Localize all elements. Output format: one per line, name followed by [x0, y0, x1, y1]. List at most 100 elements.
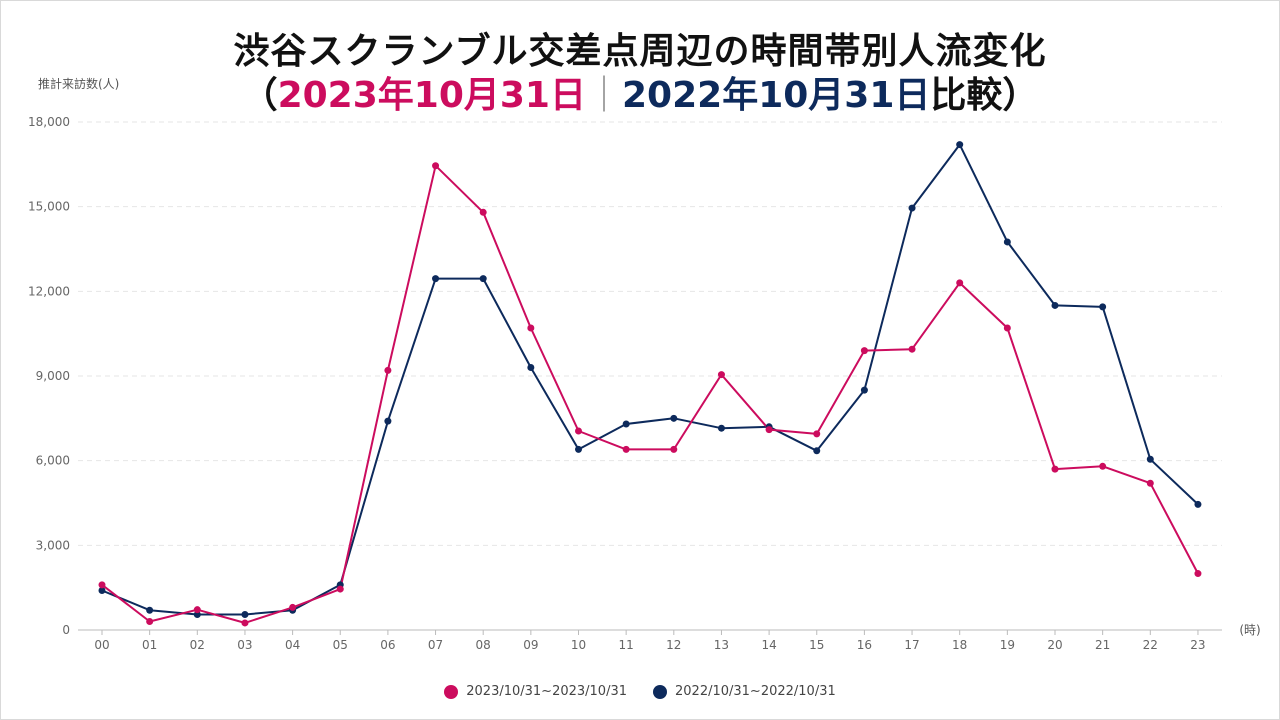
y-tick-labels: 0 3,000 6,000 9,000 12,000 15,000 18,000 — [28, 115, 70, 637]
x-tick-labels: 00 01 02 03 04 05 06 07 08 09 10 11 12 13 14 15 16 17 18 19… — [94, 638, 1205, 652]
x-tick-label: 04 — [285, 638, 300, 652]
subtitle-close-paren: ） — [1002, 75, 1039, 116]
data-point-2023 — [575, 427, 582, 435]
data-point-2022 — [1194, 500, 1202, 508]
subtitle-separator: ｜ — [585, 75, 622, 116]
data-point-2023 — [1003, 324, 1011, 332]
data-point-2022 — [813, 447, 821, 455]
x-tick-label: 12 — [666, 638, 681, 652]
data-point-2022 — [146, 606, 154, 614]
x-tick-label: 20 — [1047, 638, 1062, 652]
y-tick-label: 6,000 — [36, 454, 70, 468]
x-tick-label: 18 — [952, 638, 967, 652]
data-point-2022 — [1099, 303, 1107, 311]
data-point-2023 — [670, 445, 678, 453]
data-point-2022 — [956, 141, 964, 149]
data-point-2022 — [193, 610, 201, 618]
x-tick-label: 17 — [904, 638, 919, 652]
data-point-2023 — [908, 345, 916, 353]
data-point-2023 — [527, 324, 535, 332]
data-point-2023 — [860, 347, 868, 355]
legend-marker-2023 — [444, 684, 459, 699]
x-tick-label: 10 — [571, 638, 586, 652]
subtitle-compare: 比較 — [930, 75, 1003, 116]
x-tick-label: 15 — [809, 638, 824, 652]
legend-label-2022: 2022/10/31~2022/10/31 — [675, 684, 836, 699]
series-lines — [98, 141, 1202, 627]
series-line-2023 — [101, 164, 1199, 624]
data-point-2022 — [98, 586, 106, 594]
x-tick-label: 19 — [1000, 638, 1015, 652]
data-point-2022 — [527, 364, 535, 372]
data-point-2023 — [765, 426, 773, 434]
legend: 2023/10/31~2023/10/31 2022/10/31~2022/10… — [0, 684, 1280, 699]
x-tick-label: 23 — [1190, 638, 1205, 652]
x-axis-unit-label: (時) — [1239, 623, 1260, 637]
x-tick-label: 00 — [94, 638, 109, 652]
x-tick-label: 22 — [1143, 638, 1158, 652]
x-tick-label: 09 — [523, 638, 538, 652]
data-point-2023 — [1194, 570, 1202, 578]
data-point-2022 — [622, 420, 630, 428]
data-point-2023 — [622, 445, 630, 453]
x-tick-label: 06 — [380, 638, 395, 652]
data-point-2023 — [98, 581, 106, 589]
data-point-2023 — [241, 619, 249, 627]
data-point-2023 — [146, 618, 154, 626]
chart-title: 渋谷スクランブル交差点周辺の時間帯別人流変化 — [233, 31, 1047, 72]
x-tick-label: 11 — [619, 638, 634, 652]
y-tick-label: 0 — [62, 623, 70, 637]
legend-marker-2022 — [653, 684, 667, 699]
y-tick-label: 18,000 — [28, 115, 70, 129]
y-tick-label: 15,000 — [28, 200, 70, 214]
data-point-2023 — [384, 366, 392, 374]
legend-item-2022[interactable]: 2022/10/31~2022/10/31 — [653, 684, 836, 699]
legend-item-2023[interactable]: 2023/10/31~2023/10/31 — [444, 684, 627, 699]
y-tick-label: 12,000 — [28, 284, 70, 298]
data-point-2023 — [1146, 479, 1154, 487]
legend-label-2023: 2023/10/31~2023/10/31 — [466, 684, 627, 699]
data-point-2023 — [717, 371, 725, 379]
x-tick-label: 07 — [428, 638, 443, 652]
x-tick-label: 08 — [476, 638, 491, 652]
data-point-2022 — [717, 424, 725, 432]
data-point-2022 — [575, 445, 582, 453]
data-point-2023 — [479, 208, 487, 216]
subtitle-date-2023: 2023年10月31日 — [277, 75, 586, 116]
data-point-2022 — [432, 275, 440, 283]
subtitle-date-2022: 2022年10月31日 — [622, 75, 931, 116]
data-point-2022 — [479, 275, 487, 283]
data-point-2023 — [813, 430, 821, 438]
x-tick-label: 01 — [142, 638, 157, 652]
data-point-2023 — [336, 585, 344, 593]
data-point-2023 — [956, 279, 964, 287]
x-tick-label: 03 — [237, 638, 252, 652]
y-tick-label: 3,000 — [36, 538, 70, 552]
data-point-2023 — [193, 606, 201, 614]
x-tick-label: 16 — [857, 638, 872, 652]
data-point-2023 — [1051, 465, 1059, 473]
data-point-2022 — [1051, 301, 1059, 309]
x-tick-label: 14 — [761, 638, 776, 652]
x-tick-label: 05 — [333, 638, 348, 652]
y-axis-label: 推計来訪数(人) — [38, 76, 119, 91]
data-point-2022 — [670, 414, 678, 422]
y-tick-label: 9,000 — [36, 369, 70, 383]
data-point-2022 — [1146, 455, 1154, 463]
data-point-2022 — [860, 386, 868, 394]
x-tick-label: 21 — [1095, 638, 1110, 652]
data-point-2023 — [289, 603, 297, 611]
subtitle-open-paren: （ — [241, 75, 278, 116]
data-point-2022 — [1003, 238, 1011, 246]
data-point-2023 — [1099, 462, 1107, 470]
data-point-2022 — [241, 610, 249, 618]
data-point-2022 — [384, 417, 392, 425]
chart-subtitle: （2023年10月31日｜2022年10月31日比較） — [0, 66, 1280, 118]
series-line-2022 — [101, 143, 1199, 616]
x-tick-label: 13 — [714, 638, 729, 652]
grid-lines — [78, 121, 1222, 635]
data-point-2023 — [432, 162, 440, 170]
data-point-2022 — [908, 204, 916, 212]
